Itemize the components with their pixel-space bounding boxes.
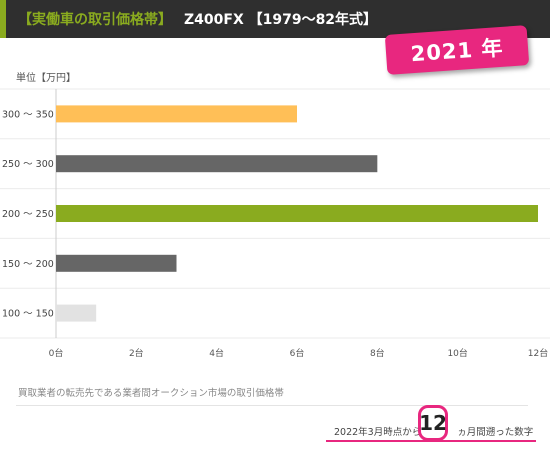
note-divider: [16, 405, 528, 406]
y-tick-label: 200 ～ 250: [2, 209, 54, 220]
x-tick-label: 4台: [209, 347, 224, 359]
bar: [56, 304, 97, 322]
months-highlight: 12: [418, 405, 448, 441]
y-tick-label: 300 ～ 350: [2, 109, 54, 120]
bar: [56, 105, 297, 123]
period-note: 2022年3月時点から ヵ月間遡った数字: [334, 424, 533, 438]
bar: [56, 254, 177, 272]
y-tick-label: 100 ～ 150: [2, 309, 54, 320]
bar: [56, 155, 378, 173]
period-suffix: ヵ月間遡った数字: [457, 427, 534, 438]
x-tick-label: 10台: [447, 347, 467, 359]
period-underline: [326, 440, 536, 442]
chart-header: 【実働車の取引価格帯】 Z400FX 【1979～82年式】: [0, 0, 550, 38]
bar: [56, 205, 538, 222]
x-tick-label: 0台: [49, 347, 64, 359]
x-tick-label: 6台: [290, 347, 305, 359]
x-tick-label: 12台: [528, 347, 548, 359]
y-tick-label: 250 ～ 300: [2, 159, 54, 170]
x-tick-label: 2台: [129, 347, 144, 359]
period-prefix: 2022年3月時点から: [334, 427, 422, 438]
bar-chart: 300 ～ 350 250 ～ 300 200 ～ 250 150 ～ 200 100 …: [0, 88, 550, 359]
header-model: Z400FX 【1979～82年式】: [184, 12, 378, 28]
x-tick-label: 8台: [370, 347, 385, 359]
source-note: 買取業者の転売先である業者間オークション市場の取引価格帯: [18, 388, 284, 399]
unit-label: 単位【万円】: [16, 73, 76, 84]
y-tick-label: 150 ～ 200: [2, 259, 54, 270]
header-tag: 【実働車の取引価格帯】: [18, 12, 172, 28]
